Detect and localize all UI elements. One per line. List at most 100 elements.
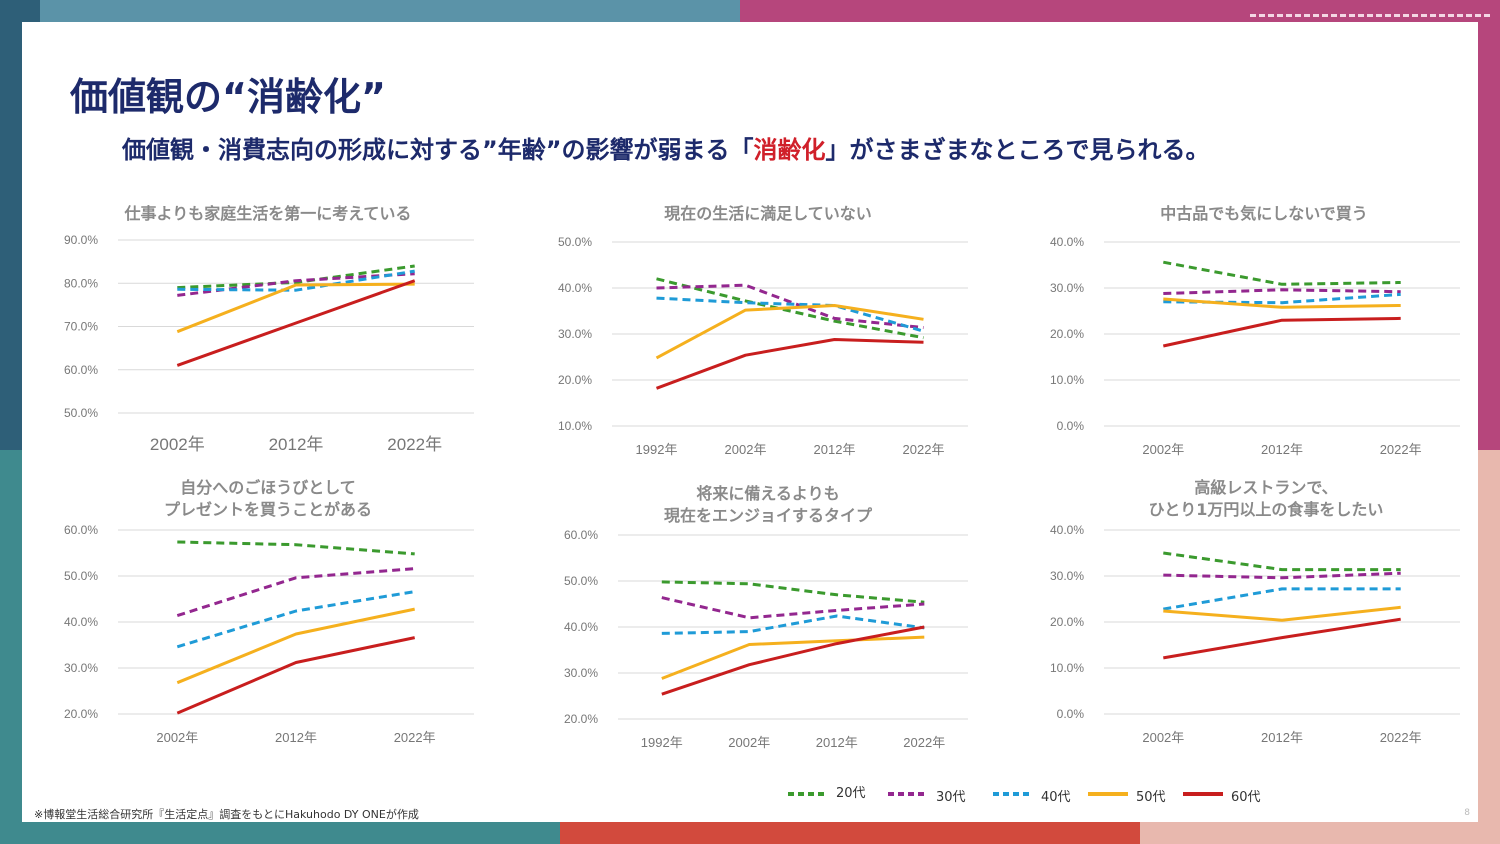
line-chart: 50.0% 60.0% 70.0% 80.0% 90.0% 2002年 2012年 2022年 [64,233,474,454]
y-tick-label: 50.0% [564,574,598,588]
chart-title: 現在の生活に満足していない [664,203,872,225]
chart-title-line: 将来に備えるよりも [696,484,840,503]
chart-title: 仕事よりも家庭生活を第一に考えている [125,203,412,225]
line-chart: 0.0% 10.0% 20.0% 30.0% 40.0% 2002年 2012年 2022年 [1050,523,1460,745]
series-line-50代 [176,607,416,685]
series-line-60代 [176,636,416,715]
y-tick-label: 40.0% [64,615,98,629]
series-line-20代 [1163,260,1401,286]
series-line-30代 [656,283,924,330]
line-chart: 20.0% 30.0% 40.0% 50.0% 60.0% 1992年 2002年 2012年… [564,528,968,750]
line-chart: 10.0% 20.0% 30.0% 40.0% 50.0% 1992年 2002年 2012年… [558,235,968,457]
legend-swatch [888,792,928,796]
chart-title-line: 自分へのごほうびとして [180,478,356,497]
subtitle-text: 価値観・消費志向の形成に対する”年齢”の影響が弱まる「 [122,136,754,164]
series-line-40代 [1163,587,1401,611]
background-dash-decoration [1250,14,1490,17]
x-tick-label: 2022年 [903,735,945,750]
subtitle-text: 」がさまざまなところで見られる。 [825,136,1210,164]
legend-swatch [1088,792,1128,796]
y-tick-label: 70.0% [64,320,98,334]
series-line-60代 [661,625,925,696]
chart-title: 自分へのごほうびとして プレゼントを買うことがある [164,477,372,521]
series-line-20代 [661,580,925,604]
y-tick-label: 30.0% [64,661,98,675]
chart-title: 将来に備えるよりも現在をエンジョイするタイプ [664,483,872,527]
y-tick-label: 30.0% [1050,569,1084,583]
legend-label: 30代 [936,790,966,805]
legend-label: 40代 [1041,790,1071,805]
y-tick-label: 40.0% [558,281,592,295]
series-line-20代 [177,540,415,556]
series-line-30代 [1163,288,1401,295]
x-tick-label: 2012年 [275,730,317,745]
series-line-30代 [176,567,415,618]
x-tick-label: 2022年 [387,435,442,454]
footnote: ※博報堂生活総合研究所『生活定点』調査をもとにHakuhodo DY ONEが作… [34,808,419,821]
series-line-60代 [1163,617,1401,660]
legend-swatch [993,792,1033,796]
legend-label: 50代 [1136,790,1166,805]
slide-subtitle: 価値観・消費志向の形成に対する”年齢”の影響が弱まる「消齢化」がさまざまなところ… [122,130,1210,165]
series-line-50代 [1163,297,1401,309]
line-chart: 0.0% 10.0% 20.0% 30.0% 40.0% 2002年 2012年 2022年 [1050,235,1460,457]
y-tick-label: 50.0% [64,406,98,420]
legend-label: 20代 [836,786,866,801]
series-line-40代 [176,590,415,649]
series-line-50代 [176,282,415,334]
x-tick-label: 2022年 [1380,730,1422,745]
y-tick-label: 40.0% [1050,523,1084,537]
series-line-50代 [655,304,924,360]
y-tick-label: 90.0% [64,233,98,247]
y-tick-label: 50.0% [558,235,592,249]
chart-title: 高級レストランで、ひとり1万円以上の食事をしたい [1149,477,1384,521]
y-tick-label: 40.0% [1050,235,1084,249]
series-line-60代 [655,338,924,390]
y-tick-label: 60.0% [564,528,598,542]
x-tick-label: 2002年 [156,730,198,745]
series-line-30代 [1163,571,1401,580]
legend-swatch [1183,792,1223,796]
y-tick-label: 30.0% [558,327,592,341]
x-tick-label: 2012年 [1261,442,1303,457]
series-line-40代 [177,269,415,292]
legend-label: 60代 [1231,790,1261,805]
y-tick-label: 50.0% [64,569,98,583]
chart-title-line: 現在の生活に満足していない [664,204,872,223]
x-tick-label: 1992年 [641,735,683,750]
y-tick-label: 10.0% [558,419,592,433]
x-tick-label: 2022年 [1380,442,1422,457]
page-number: 8 [1464,808,1470,818]
y-tick-label: 20.0% [564,712,598,726]
chart-title-line: 高級レストランで、 [1194,478,1338,497]
x-tick-label: 2012年 [816,735,858,750]
x-tick-label: 2002年 [725,442,767,457]
y-tick-label: 60.0% [64,523,98,537]
series-line-50代 [1163,605,1401,622]
line-chart: 20.0% 30.0% 40.0% 50.0% 60.0% 2002年 2012年 2022年 [64,523,474,745]
series-line-30代 [661,596,925,620]
chart-title-line: 中古品でも気にしないで買う [1160,204,1368,223]
subtitle-highlight: 消齢化 [753,136,826,164]
x-tick-label: 2002年 [1142,442,1184,457]
x-tick-label: 2002年 [1142,730,1184,745]
series-line-60代 [176,279,416,367]
x-tick-label: 2002年 [728,735,770,750]
x-tick-label: 2022年 [903,442,945,457]
series-line-40代 [661,614,925,635]
series-line-20代 [177,264,415,290]
series-line-40代 [656,296,924,333]
slide-card: 価値観の“消齢化” 価値観・消費志向の形成に対する”年齢”の影響が弱まる「消齢化… [22,22,1478,822]
y-tick-label: 20.0% [1050,615,1084,629]
series-line-20代 [656,277,924,340]
y-tick-label: 0.0% [1057,707,1085,721]
x-tick-label: 2012年 [269,435,324,454]
y-tick-label: 30.0% [1050,281,1084,295]
series-line-20代 [1163,551,1401,572]
x-tick-label: 2002年 [150,435,205,454]
y-tick-label: 40.0% [564,620,598,634]
y-tick-label: 80.0% [64,276,98,290]
chart-title-line: ひとり1万円以上の食事をしたい [1148,500,1384,519]
chart-title-line: 現在をエンジョイするタイプ [663,506,873,525]
y-tick-label: 20.0% [558,373,592,387]
